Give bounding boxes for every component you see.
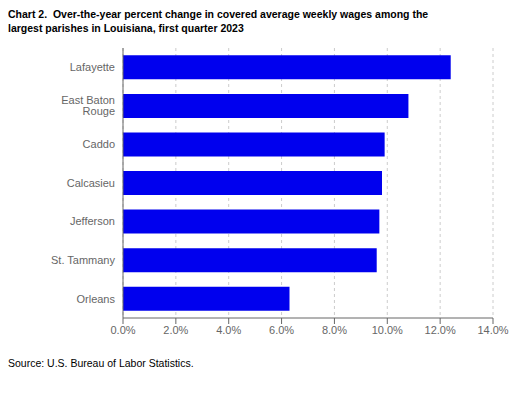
- svg-text:St. Tammany: St. Tammany: [51, 254, 115, 266]
- svg-text:Lafayette: Lafayette: [70, 61, 115, 73]
- svg-text:Jefferson: Jefferson: [70, 216, 115, 228]
- svg-text:East BatonRouge: East BatonRouge: [61, 95, 115, 118]
- html-text:Chart 2. Over-the-year percent: Chart 2. Over-the-year percent change in…: [8, 8, 429, 34]
- svg-text:Calcasieu: Calcasieu: [67, 177, 115, 189]
- svg-text:Caddo: Caddo: [83, 139, 115, 151]
- svg-text:4.0%: 4.0%: [216, 324, 241, 336]
- svg-text:Orleans: Orleans: [76, 293, 115, 305]
- svg-text:0.0%: 0.0%: [110, 324, 135, 336]
- svg-text:10.0%: 10.0%: [372, 324, 403, 336]
- svg-text:12.0%: 12.0%: [425, 324, 456, 336]
- svg-text:2.0%: 2.0%: [163, 324, 188, 336]
- svg-text:8.0%: 8.0%: [322, 324, 347, 336]
- html-text:Source: U.S. Bureau of Labor S: Source: U.S. Bureau of Labor Statistics.: [8, 357, 194, 370]
- svg-text:6.0%: 6.0%: [269, 324, 294, 336]
- svg-text:14.0%: 14.0%: [477, 324, 508, 336]
